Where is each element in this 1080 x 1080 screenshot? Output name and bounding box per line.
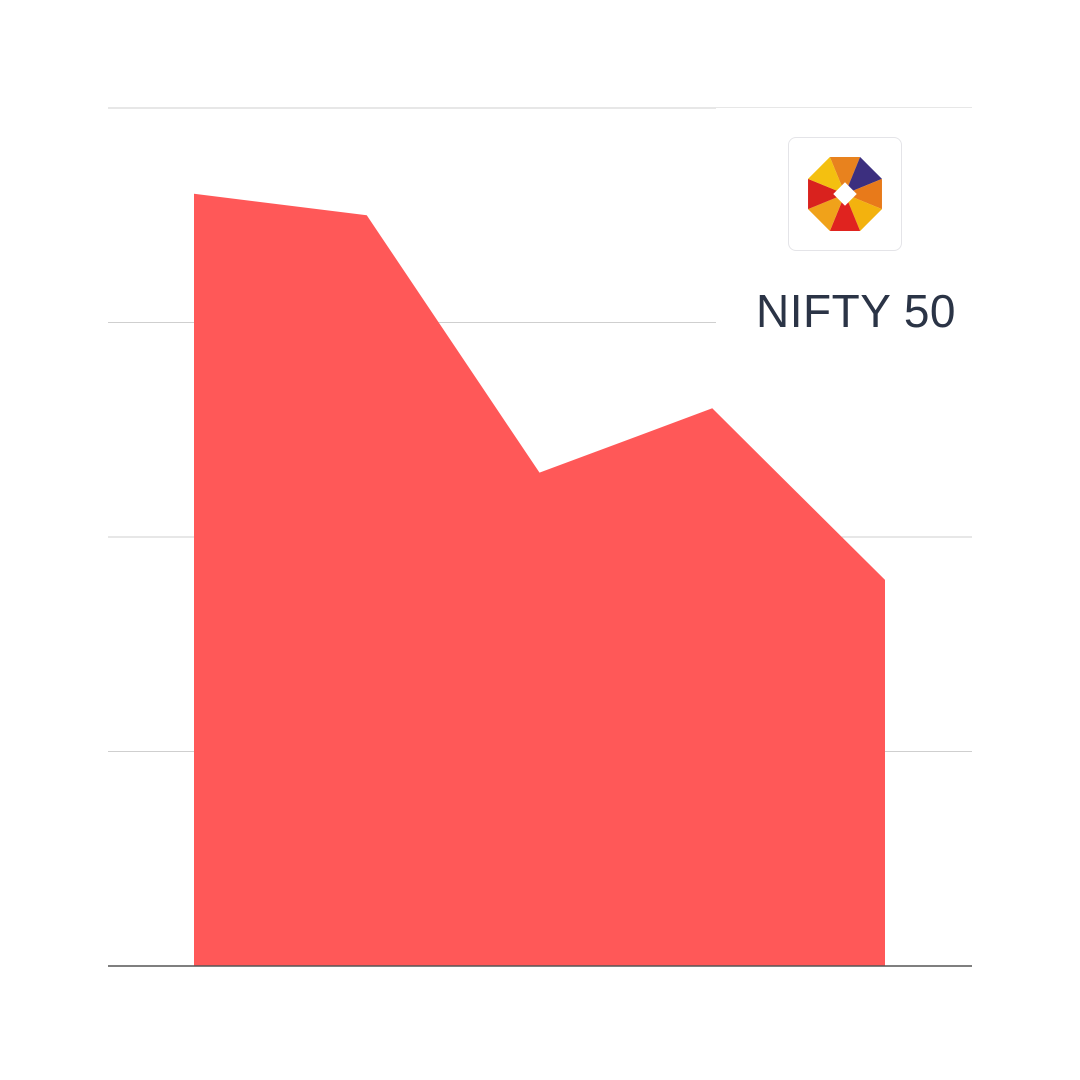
index-name: NIFTY 50 xyxy=(756,285,956,337)
brand-panel: NIFTY 50 xyxy=(716,108,972,337)
nifty-logo-icon xyxy=(808,157,882,231)
logo-box xyxy=(788,137,902,251)
area-series xyxy=(194,193,885,967)
